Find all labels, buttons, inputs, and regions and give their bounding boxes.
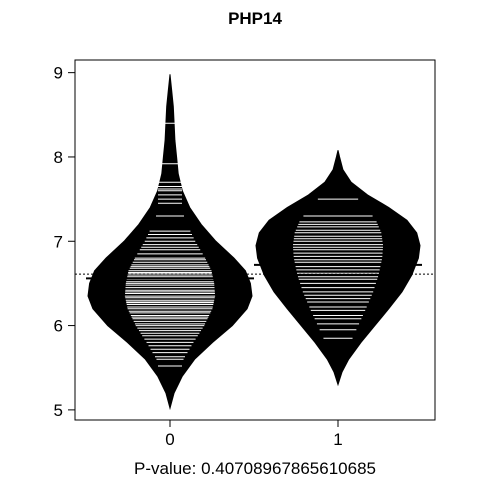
y-tick-label: 5 (54, 401, 63, 420)
bean-1 (254, 150, 422, 387)
y-tick-label: 8 (54, 148, 63, 167)
x-tick-label: 0 (165, 430, 174, 449)
x-axis-label: P-value: 0.40708967865610685 (134, 459, 376, 478)
bean-density-shape (255, 150, 421, 387)
bean-0 (86, 74, 254, 411)
plot-frame (74, 59, 436, 421)
y-tick-label: 7 (54, 232, 63, 251)
y-tick-label: 6 (54, 317, 63, 336)
chart-title: PHP14 (228, 9, 282, 28)
y-tick-label: 9 (54, 64, 63, 83)
y-axis: 5 6 7 8 9 (54, 64, 75, 420)
bean-group (86, 74, 422, 411)
x-tick-label: 1 (333, 430, 342, 449)
